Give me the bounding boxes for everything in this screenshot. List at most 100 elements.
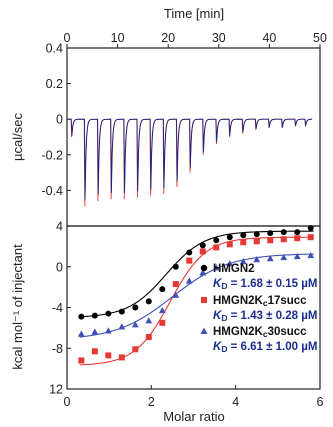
- data-point-triangle: [266, 255, 274, 262]
- bottom-x-axis-title: Molar ratio: [163, 409, 224, 424]
- data-points: [77, 225, 315, 364]
- bottom-y-tick-label: 12: [49, 383, 63, 397]
- data-point-circle: [267, 230, 274, 237]
- bottom-y-axis-title: kcal mol⁻¹ of injectant: [10, 244, 25, 370]
- fit-curves: [79, 230, 314, 366]
- data-point-triangle: [104, 327, 112, 334]
- data-point-triangle: [226, 260, 234, 267]
- data-point-square: [226, 241, 233, 248]
- data-point-triangle: [253, 256, 261, 263]
- data-point-square: [145, 334, 152, 341]
- data-point-square: [186, 257, 193, 264]
- top-x-tick-label: 40: [262, 31, 276, 45]
- data-point-square: [267, 237, 274, 244]
- data-point-triangle: [199, 269, 207, 276]
- data-point-triangle: [172, 291, 180, 298]
- data-point-circle: [145, 298, 152, 305]
- top-y-ticks: 0.4 0.2 0 -0.2 -0.4: [41, 42, 71, 198]
- data-point-triangle: [158, 306, 166, 314]
- legend-kd-hmgn2: KD = 1.68 ± 0.15 µM: [213, 278, 317, 291]
- legend-kd-17succ: KD = 1.43 ± 0.28 µM: [213, 310, 317, 323]
- data-point-triangle: [91, 328, 99, 335]
- thermogram: [67, 118, 313, 207]
- top-panel: Time [min] 0 10 20 30 40 50 0.4 0.2 0 -0.2 -0.4 µ…: [10, 6, 327, 227]
- legend-label-hmgn2: HMGN2: [213, 263, 255, 275]
- bottom-x-tick-label: 4: [232, 395, 239, 409]
- data-point-triangle: [239, 258, 247, 265]
- data-point-square: [240, 239, 247, 246]
- data-point-triangle: [145, 317, 153, 324]
- legend-entry-hmgn2: HMGN2 KD = 1.68 ± 0.15 µM: [200, 263, 317, 291]
- legend-marker-triangle: [200, 327, 208, 334]
- legend-kd-30succ: KD = 6.61 ± 1.00 µM: [213, 341, 317, 354]
- data-point-square: [253, 238, 260, 245]
- bottom-x-tick-label: 2: [148, 395, 155, 409]
- data-point-circle: [78, 313, 85, 320]
- data-point-circle: [226, 234, 233, 241]
- data-point-circle: [91, 312, 98, 319]
- bottom-x-tick-label: 6: [317, 395, 324, 409]
- legend-label-30succ: HMGN2Kc30succ: [213, 326, 307, 339]
- top-x-tick-label: 50: [313, 31, 327, 45]
- data-point-circle: [159, 286, 166, 293]
- bottom-y-tick-label: 0: [56, 260, 63, 274]
- legend-marker-square: [201, 297, 207, 303]
- legend: HMGN2 KD = 1.68 ± 0.15 µM HMGN2Kc17succ …: [200, 263, 317, 354]
- bottom-x-tick-label: 0: [64, 395, 71, 409]
- top-y-axis-title: µcal/sec: [10, 113, 25, 161]
- thermogram-trace-blue: [67, 118, 313, 200]
- bottom-y-tick-label: -4: [52, 301, 63, 315]
- data-point-circle: [240, 232, 247, 239]
- data-point-square: [118, 354, 125, 361]
- top-plot-frame: [66, 47, 321, 227]
- data-point-square: [159, 319, 166, 326]
- data-point-square: [105, 352, 112, 359]
- data-point-square: [307, 234, 314, 241]
- data-point-circle: [213, 237, 220, 244]
- data-point-triangle: [293, 252, 301, 260]
- legend-entry-30succ: HMGN2Kc30succ KD = 6.61 ± 1.00 µM: [200, 326, 317, 354]
- bottom-y-tick-label: -8: [52, 342, 63, 356]
- data-point-triangle: [212, 264, 220, 271]
- data-point-circle: [105, 310, 112, 317]
- data-point-square: [199, 248, 206, 255]
- top-y-tick-label: 0: [56, 113, 63, 127]
- data-point-square: [213, 244, 220, 251]
- data-point-triangle: [280, 253, 288, 261]
- data-point-square: [78, 357, 85, 364]
- data-point-circle: [132, 304, 139, 311]
- top-y-tick-label: 0.2: [46, 77, 63, 91]
- fit-curve-0: [79, 230, 314, 318]
- data-point-square: [172, 281, 179, 288]
- top-x-tick-label: 10: [111, 31, 125, 45]
- data-point-circle: [253, 231, 260, 238]
- bottom-plot-frame: [66, 225, 321, 390]
- data-point-triangle: [185, 277, 193, 284]
- legend-entry-17succ: HMGN2Kc17succ KD = 1.43 ± 0.28 µM: [201, 295, 317, 323]
- legend-label-17succ: HMGN2Kc17succ: [213, 295, 307, 308]
- data-point-triangle: [77, 330, 85, 337]
- bottom-y-ticks: 4 0 -4 -8 12: [49, 220, 71, 397]
- top-y-tick-label: -0.2: [41, 148, 63, 162]
- data-point-circle: [294, 229, 301, 236]
- top-y-tick-label: 0.4: [46, 42, 63, 56]
- legend-marker-circle: [200, 264, 208, 272]
- fit-curve-1: [79, 236, 314, 366]
- top-x-tick-label: 20: [161, 31, 175, 45]
- data-point-square: [294, 235, 301, 242]
- data-point-square: [91, 348, 98, 355]
- top-x-axis-title: Time [min]: [164, 6, 224, 21]
- data-point-triangle: [118, 323, 126, 330]
- data-point-triangle: [131, 321, 139, 328]
- bottom-panel: 4 0 -4 -8 12 0 2 4 6 Molar ratio kcal mol⁻¹ of …: [10, 220, 324, 425]
- data-point-circle: [172, 263, 179, 270]
- data-point-circle: [186, 249, 193, 256]
- top-y-tick-label: -0.4: [41, 184, 63, 198]
- bottom-y-tick-label: 4: [56, 220, 63, 234]
- fit-curve-2: [79, 253, 314, 338]
- top-x-tick-label: 30: [212, 31, 226, 45]
- top-x-ticks: 0 10 20 30 40 50: [64, 31, 327, 48]
- data-point-circle: [118, 308, 125, 315]
- data-point-circle: [199, 242, 206, 249]
